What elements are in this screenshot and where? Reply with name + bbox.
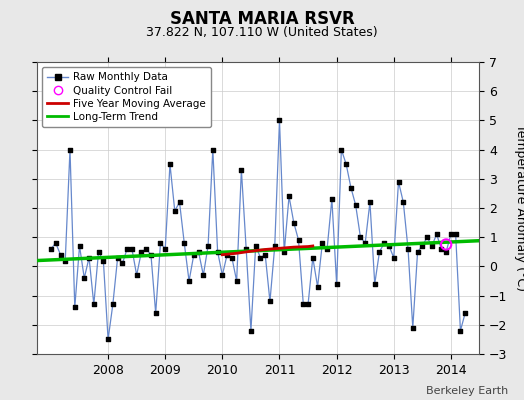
- Point: [161, 246, 169, 252]
- Point: [213, 248, 222, 255]
- Point: [266, 298, 274, 305]
- Point: [370, 281, 379, 287]
- Point: [380, 240, 388, 246]
- Point: [151, 310, 160, 316]
- Point: [176, 199, 184, 205]
- Point: [285, 193, 293, 200]
- Point: [180, 240, 189, 246]
- Point: [194, 248, 203, 255]
- Point: [328, 196, 336, 202]
- Point: [204, 243, 212, 249]
- Text: SANTA MARIA RSVR: SANTA MARIA RSVR: [170, 10, 354, 28]
- Point: [323, 246, 331, 252]
- Point: [428, 243, 436, 249]
- Point: [128, 246, 136, 252]
- Point: [242, 246, 250, 252]
- Point: [366, 199, 374, 205]
- Point: [361, 240, 369, 246]
- Point: [256, 254, 265, 261]
- Point: [347, 184, 355, 191]
- Point: [446, 231, 455, 238]
- Point: [332, 281, 341, 287]
- Point: [337, 146, 345, 153]
- Legend: Raw Monthly Data, Quality Control Fail, Five Year Moving Average, Long-Term Tren: Raw Monthly Data, Quality Control Fail, …: [42, 67, 211, 127]
- Point: [61, 257, 70, 264]
- Point: [461, 310, 470, 316]
- Point: [142, 246, 150, 252]
- Point: [442, 241, 450, 248]
- Point: [85, 254, 93, 261]
- Point: [275, 117, 283, 124]
- Point: [90, 301, 98, 308]
- Text: Berkeley Earth: Berkeley Earth: [426, 386, 508, 396]
- Point: [389, 254, 398, 261]
- Point: [56, 252, 64, 258]
- Point: [108, 301, 117, 308]
- Point: [80, 275, 89, 281]
- Point: [94, 248, 103, 255]
- Point: [104, 336, 112, 342]
- Point: [66, 146, 74, 153]
- Point: [290, 219, 298, 226]
- Point: [237, 167, 246, 173]
- Point: [313, 284, 322, 290]
- Y-axis label: Temperature Anomaly (°C): Temperature Anomaly (°C): [514, 124, 524, 292]
- Point: [228, 254, 236, 261]
- Point: [352, 202, 360, 208]
- Point: [280, 248, 288, 255]
- Point: [51, 240, 60, 246]
- Point: [99, 257, 107, 264]
- Point: [456, 328, 465, 334]
- Point: [294, 237, 303, 243]
- Text: 37.822 N, 107.110 W (United States): 37.822 N, 107.110 W (United States): [146, 26, 378, 39]
- Point: [432, 231, 441, 238]
- Point: [423, 234, 431, 240]
- Point: [185, 278, 193, 284]
- Point: [190, 252, 198, 258]
- Point: [395, 178, 403, 185]
- Point: [413, 248, 422, 255]
- Point: [418, 243, 427, 249]
- Point: [75, 243, 84, 249]
- Point: [304, 301, 312, 308]
- Point: [452, 231, 460, 238]
- Point: [171, 208, 179, 214]
- Point: [399, 199, 408, 205]
- Point: [437, 246, 445, 252]
- Point: [166, 161, 174, 167]
- Point: [218, 272, 226, 278]
- Point: [233, 278, 241, 284]
- Point: [299, 301, 308, 308]
- Point: [261, 252, 269, 258]
- Point: [118, 260, 127, 267]
- Point: [209, 146, 217, 153]
- Point: [223, 252, 231, 258]
- Point: [113, 254, 122, 261]
- Point: [342, 161, 351, 167]
- Point: [409, 324, 417, 331]
- Point: [137, 248, 146, 255]
- Point: [199, 272, 208, 278]
- Point: [247, 328, 255, 334]
- Point: [404, 246, 412, 252]
- Point: [385, 243, 393, 249]
- Point: [252, 243, 260, 249]
- Point: [156, 240, 165, 246]
- Point: [147, 252, 155, 258]
- Point: [270, 243, 279, 249]
- Point: [318, 240, 326, 246]
- Point: [356, 234, 365, 240]
- Point: [71, 304, 79, 310]
- Point: [47, 246, 55, 252]
- Point: [309, 254, 317, 261]
- Point: [133, 272, 141, 278]
- Point: [123, 246, 132, 252]
- Point: [442, 248, 450, 255]
- Point: [375, 248, 384, 255]
